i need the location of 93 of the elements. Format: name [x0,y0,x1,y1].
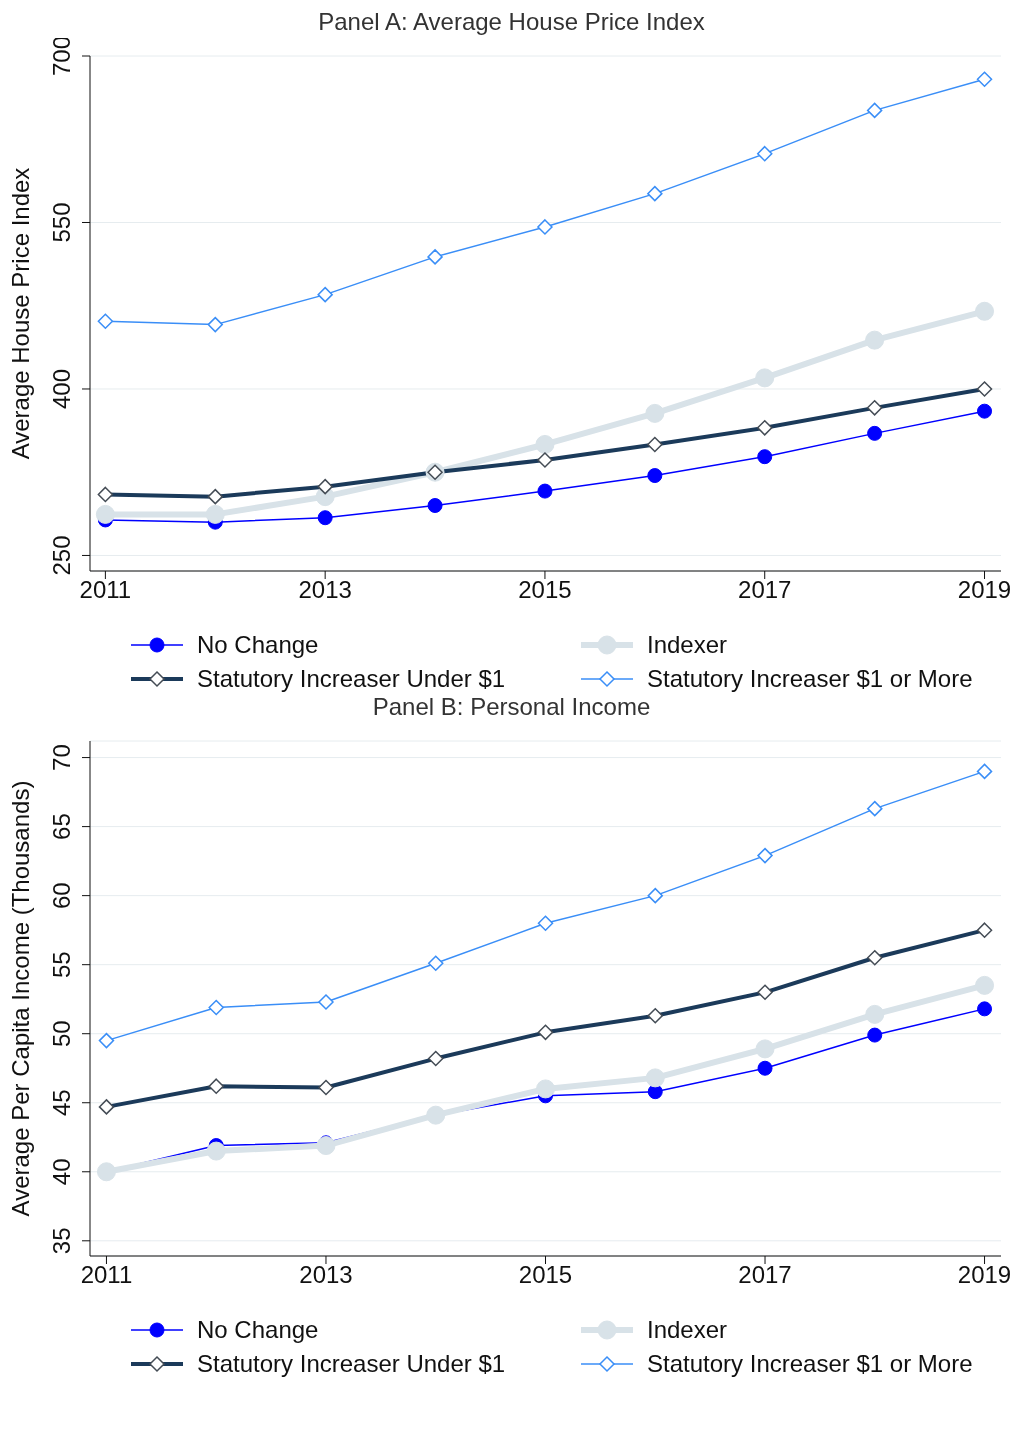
point [976,71,993,88]
point [537,452,553,468]
point [867,425,883,441]
x-tick-label: 2015 [518,1261,573,1289]
y-tick-label: 45 [48,1089,75,1117]
point [647,1008,664,1024]
x-tick-label: 2013 [298,576,352,604]
point [757,847,773,864]
point [318,1079,334,1096]
point [865,1004,885,1024]
point [207,316,224,333]
point [977,1001,993,1017]
y-tick-label: 40 [48,1158,75,1186]
x-tick-label: 2013 [299,1261,353,1289]
point [647,185,663,202]
point [976,922,993,938]
point [537,483,553,499]
point [647,887,664,904]
x-tick-label: 2017 [738,1261,792,1289]
point [756,145,773,162]
y-tick-label: 35 [48,1227,75,1255]
point [867,800,883,817]
y-tick-label: 65 [48,813,75,840]
point [98,1032,115,1049]
point [645,403,665,423]
point [977,403,993,419]
point [757,984,773,1001]
legend-label: Statutory Increaser Under $1 [197,665,506,693]
point [427,1050,444,1067]
y-axis-title: Average Per Capita Income (Thousands) [6,780,34,1217]
point [537,1024,554,1041]
chart-title: Panel A: Average House Price Index [318,8,705,35]
y-tick-label: 550 [48,202,75,243]
point [757,449,773,465]
point [97,313,114,330]
point [98,1099,115,1115]
point [867,950,883,966]
x-tick-label: 2017 [738,576,792,604]
x-tick-label: 2015 [518,576,572,604]
point [755,368,775,388]
point [755,1039,775,1059]
point [867,1027,883,1043]
x-tick-label: 2019 [957,1261,1012,1289]
y-tick-label: 250 [48,535,75,576]
point [537,915,554,931]
point [427,249,443,265]
point [316,1136,336,1156]
point [537,219,553,235]
y-tick-label: 400 [48,368,75,409]
point [647,1084,663,1100]
point [976,381,993,397]
point [207,488,224,505]
x-tick-label: 2011 [79,576,132,604]
point [208,1078,224,1094]
point [206,1141,226,1161]
legend-label: Statutory Increaser Under $1 [197,1350,506,1378]
y-tick-label: 70 [48,744,75,771]
legend-label: Indexer [647,1316,728,1344]
legend-label: No Change [197,1316,319,1344]
point [866,400,883,416]
point [866,102,883,119]
legend-label: Indexer [647,631,728,659]
y-tick-label: 55 [48,951,75,979]
point [317,478,333,495]
point [536,1079,555,1099]
y-tick-label: 60 [48,882,75,909]
point [757,1060,773,1076]
y-tick-label: 50 [48,1020,75,1048]
chart-title: Panel B: Personal Income [371,693,652,722]
legend-label: Statutory Increaser $1 or More [647,1350,973,1378]
point [975,975,995,995]
point [318,994,334,1010]
point [208,999,224,1016]
y-axis-title: Average House Price Index [6,167,34,460]
legend-label: No Change [197,631,319,659]
legend-label: Statutory Increaser $1 or More [647,665,973,693]
point [427,955,444,972]
point [427,498,443,514]
point [95,504,115,524]
point [647,468,663,484]
point [317,510,333,526]
point [976,763,993,780]
point [647,436,663,453]
point [97,486,114,503]
point [865,330,885,350]
point [975,301,995,321]
point [756,420,773,436]
x-tick-label: 2019 [957,576,1012,604]
point [645,1068,665,1088]
point [317,286,333,303]
point [205,504,225,524]
x-tick-label: 2011 [80,1261,133,1289]
point [535,434,555,454]
